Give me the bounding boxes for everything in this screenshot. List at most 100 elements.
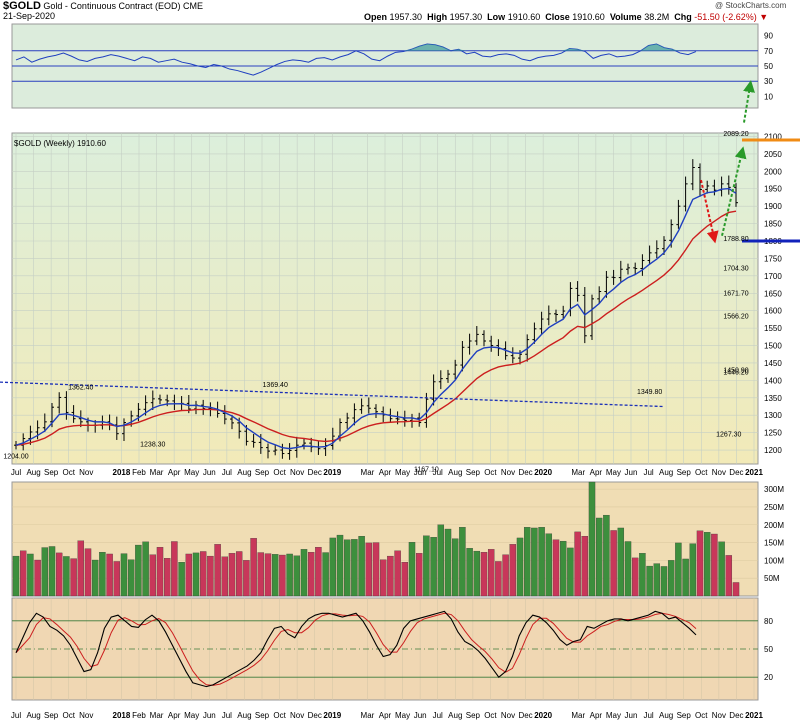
ohlc-readout: Open 1957.30 High 1957.30 Low 1910.60 Cl… [364, 12, 769, 22]
volume-bar [19, 550, 27, 597]
x-tick-label: Apr [379, 711, 392, 720]
x-tick-label: Jul [433, 711, 443, 720]
x-tick-label: Sep [255, 468, 270, 477]
price-tick-label: 2050 [764, 150, 782, 159]
x-tick-label: Oct [273, 711, 286, 720]
volume-bar [639, 553, 646, 597]
volume-bar [610, 530, 617, 597]
volume-bar [178, 562, 185, 597]
price-tick-label: 1400 [764, 376, 782, 385]
volume-bar [545, 533, 553, 597]
volume-bar [329, 537, 337, 597]
x-tick-label: May [606, 711, 621, 720]
header-left: $GOLD Gold - Continuous Contract (EOD) C… [3, 0, 203, 12]
x-tick-label: Nov [290, 711, 304, 720]
volume-bar [559, 540, 567, 597]
volume-bar [120, 553, 128, 597]
symbol: $GOLD [3, 0, 41, 12]
x-tick-label: Mar [150, 468, 164, 477]
low-value: 1910.60 [507, 12, 541, 22]
volume-bar [271, 554, 279, 597]
volume-bar [235, 551, 243, 597]
x-tick-label: Nov [501, 468, 515, 477]
x-tick-label: Aug [26, 468, 40, 477]
x-tick-label: Sep [466, 711, 481, 720]
volume-bar [581, 536, 589, 597]
volume-bar [732, 582, 740, 597]
ema-long-line [15, 210, 737, 446]
price-annotation: 1450.90 [723, 368, 748, 375]
price-annotation: 1704.30 [723, 265, 748, 272]
volume-bar [444, 528, 452, 597]
rsi-tick-label: 50 [764, 62, 773, 71]
price-annotation: 1238.30 [140, 442, 165, 449]
volume-bar [48, 546, 56, 597]
volume-bar [675, 542, 682, 597]
volume-bar [250, 538, 257, 597]
volume-bar [430, 537, 437, 597]
price-tick-label: 1850 [764, 220, 782, 229]
volume-bar [106, 553, 113, 597]
x-tick-label: 2019 [323, 468, 341, 477]
exchange: CME [183, 1, 203, 11]
x-tick-label: Oct [62, 711, 75, 720]
volume-bar [70, 558, 77, 597]
volume-bar [156, 547, 164, 597]
stoch-tick-label: 20 [764, 673, 773, 682]
volume-bar [77, 540, 85, 597]
x-tick-label: Jun [414, 468, 427, 477]
volume-bar [99, 552, 106, 597]
volume-bar [149, 554, 157, 597]
x-tick-label: Dec [308, 468, 322, 477]
x-tick-label: Apr [168, 468, 181, 477]
price-tick-label: 2000 [764, 167, 782, 176]
price-tick-label: 1550 [764, 324, 782, 333]
x-tick-label: Nov [712, 711, 726, 720]
x-tick-label: Apr [590, 468, 603, 477]
volume-bar [264, 553, 272, 597]
stoch-tick-label: 50 [764, 645, 773, 654]
price-annotation: 1204.00 [3, 454, 28, 461]
volume-bar [84, 548, 92, 597]
x-tick-label: Jul [222, 711, 232, 720]
x-tick-label: 2020 [534, 468, 552, 477]
price-annotation: 1369.40 [263, 382, 288, 389]
x-tick-label: Aug [237, 468, 251, 477]
change-value: -51.50 (-2.62%) [694, 12, 757, 22]
x-tick-label: Feb [132, 711, 146, 720]
close-value: 1910.60 [572, 12, 605, 22]
volume-bar [243, 560, 250, 597]
x-tick-label: Dec [729, 468, 743, 477]
x-tick-label: Sep [44, 468, 59, 477]
volume-bar [171, 541, 178, 597]
price-annotation: 1349.80 [637, 389, 662, 396]
volume-bar [336, 534, 344, 597]
volume-bar [315, 547, 322, 597]
x-tick-label: Aug [448, 711, 462, 720]
x-tick-label: Dec [729, 711, 743, 720]
x-tick-label: Feb [132, 468, 146, 477]
x-tick-label: Mar [150, 711, 164, 720]
price-tick-label: 1250 [764, 429, 782, 438]
volume-bar [286, 553, 293, 597]
x-tick-label: May [184, 468, 199, 477]
volume-bar [401, 562, 409, 597]
price-tick-label: 1500 [764, 342, 782, 351]
volume-bar [113, 561, 121, 597]
volume-bar [567, 547, 574, 597]
volume-bar [696, 530, 704, 597]
volume-bar [711, 533, 718, 597]
x-tick-label: Jul [11, 468, 21, 477]
x-tick-label: Aug [26, 711, 40, 720]
x-tick-label: Sep [466, 468, 481, 477]
x-tick-label: Jun [203, 711, 216, 720]
volume-bar [415, 553, 423, 597]
volume-bar [207, 555, 214, 597]
volume-bar [322, 552, 329, 597]
volume-bar [408, 542, 416, 597]
x-tick-label: Oct [484, 711, 497, 720]
volume-bar [343, 539, 351, 597]
volume-tick-label: 250M [764, 503, 784, 512]
x-tick-label: Oct [484, 468, 497, 477]
